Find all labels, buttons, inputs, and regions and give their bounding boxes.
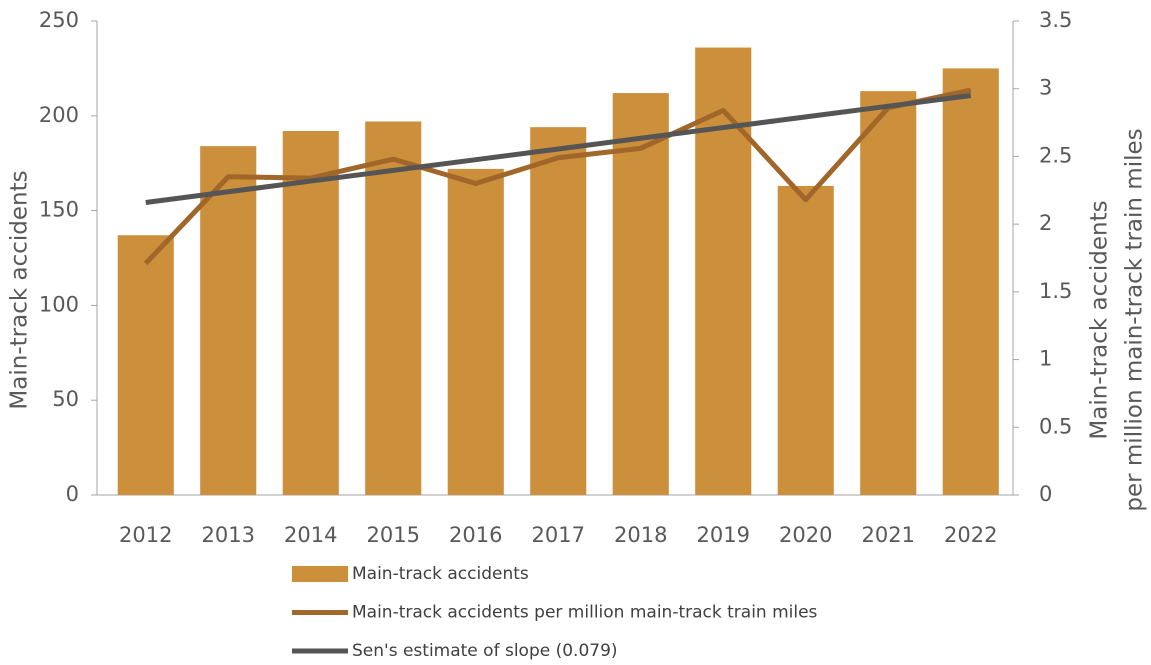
bar [117, 235, 174, 496]
bar [365, 121, 422, 495]
y-tick-label: 150 [39, 198, 79, 222]
bar [282, 130, 339, 495]
x-tick-label: 2016 [449, 523, 502, 547]
y2-tick-label: 2 [1039, 211, 1052, 235]
bar [530, 127, 587, 496]
bar [777, 185, 834, 495]
x-tick-label: 2020 [779, 523, 832, 547]
y-tick-label: 100 [39, 292, 79, 316]
x-tick-label: 2022 [944, 523, 997, 547]
legend-label: Main-track accidents per million main-tr… [352, 603, 818, 623]
y2-tick-label: 0 [1039, 482, 1052, 506]
bar [612, 93, 669, 495]
y-axis-label: Main-track accidents [7, 170, 33, 409]
bar [447, 168, 504, 495]
y2-tick-label: 1 [1039, 347, 1052, 371]
y2-axis-label: Main-track accidents [1087, 200, 1113, 439]
legend-swatch [292, 566, 348, 582]
x-tick-label: 2015 [367, 523, 420, 547]
x-tick-label: 2018 [614, 523, 667, 547]
y-tick-label: 250 [39, 8, 79, 32]
y2-tick-label: 2.5 [1039, 143, 1072, 167]
bar [695, 47, 752, 495]
y2-tick-label: 1.5 [1039, 279, 1072, 303]
y2-tick-label: 3.5 [1039, 8, 1072, 32]
x-tick-label: 2013 [202, 523, 255, 547]
line [145, 93, 972, 205]
legend-label: Sen's estimate of slope (0.079) [352, 641, 618, 661]
bar [200, 146, 257, 496]
x-tick-label: 2021 [862, 523, 915, 547]
bar [942, 68, 999, 496]
x-tick-label: 2014 [284, 523, 337, 547]
x-tick-label: 2017 [532, 523, 585, 547]
line [143, 87, 972, 266]
x-tick-label: 2012 [119, 523, 172, 547]
y2-tick-label: 0.5 [1039, 414, 1072, 438]
y-tick-label: 50 [52, 387, 79, 411]
x-tick-label: 2019 [697, 523, 750, 547]
y2-tick-label: 3 [1039, 76, 1052, 100]
y2-axis-label: per million main-track train miles [1122, 128, 1148, 511]
bar [860, 91, 917, 495]
y-tick-label: 200 [39, 103, 79, 127]
legend-label: Main-track accidents [352, 564, 529, 584]
y-tick-label: 0 [66, 482, 79, 506]
